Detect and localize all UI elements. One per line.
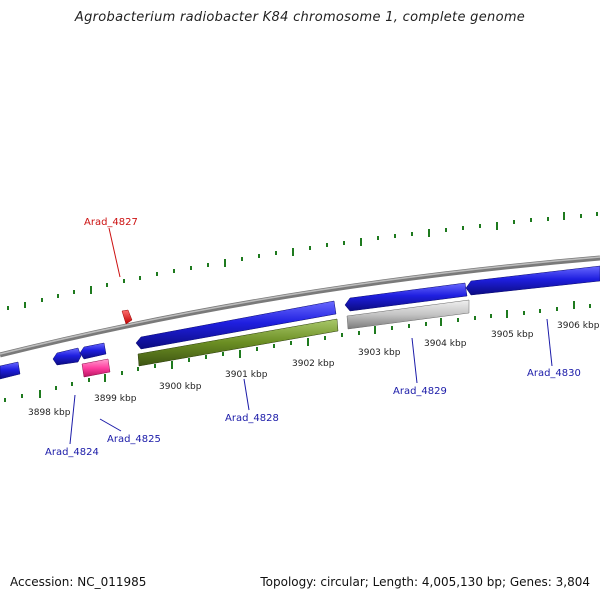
leader-arad-4829: [411, 337, 418, 384]
gene-label-arad-4825[interactable]: Arad_4825: [107, 434, 161, 445]
tick-label-3900: 3900 kbp: [159, 382, 202, 392]
tick-label-3902: 3902 kbp: [292, 359, 335, 369]
tick-labels: 3898 kbp 3899 kbp 3900 kbp 3901 kbp 3902…: [28, 321, 600, 418]
chromosome-backbone: [0, 255, 600, 358]
tick-label-3903: 3903 kbp: [358, 348, 401, 358]
tick-label-3904: 3904 kbp: [424, 339, 467, 349]
gene-label-arad-4824[interactable]: Arad_4824: [45, 447, 99, 458]
genome-summary: Topology: circular; Length: 4,005,130 bp…: [260, 575, 590, 589]
gene-labels: Arad_4827 Arad_4824 Arad_4825 Arad_4828 …: [45, 217, 581, 458]
gene-label-arad-4827[interactable]: Arad_4827: [84, 217, 138, 228]
upper-tick-track: [7, 212, 598, 310]
gene-label-arad-4828[interactable]: Arad_4828: [225, 413, 279, 424]
gene-blue-long[interactable]: [135, 300, 337, 350]
lower-tick-track: [4, 301, 591, 402]
gene-arad-4829[interactable]: [346, 299, 470, 330]
leader-arad-4825: [99, 418, 122, 432]
leader-arad-4830: [546, 318, 553, 367]
tick-label-3899: 3899 kbp: [94, 394, 137, 404]
gene-label-arad-4829[interactable]: Arad_4829: [393, 386, 447, 397]
tick-label-3906: 3906 kbp: [557, 321, 600, 331]
gene-arad-4827-marker[interactable]: [121, 309, 133, 325]
accession-label: Accession: NC_011985: [10, 575, 147, 589]
gene-blue-leftmost[interactable]: [0, 361, 21, 380]
leader-arad-4828: [243, 378, 250, 411]
leader-arad-4824: [69, 394, 76, 445]
gene-arad-4825[interactable]: [81, 358, 111, 378]
gene-arad-4830[interactable]: [465, 265, 600, 296]
tick-label-3905: 3905 kbp: [491, 330, 534, 340]
chromosome-backbone-highlight: [0, 256, 600, 355]
leader-arad-4827: [108, 227, 121, 278]
gene-label-arad-4830[interactable]: Arad_4830: [527, 368, 581, 379]
gene-arad-4828[interactable]: [137, 318, 339, 367]
tick-label-3898: 3898 kbp: [28, 408, 71, 418]
gene-label-leaders: [69, 227, 553, 445]
map-title: Agrobacterium radiobacter K84 chromosome…: [74, 10, 526, 25]
gene-arad-4824[interactable]: [52, 347, 82, 366]
tick-label-3901: 3901 kbp: [225, 370, 268, 380]
gene-blue-mid[interactable]: [344, 282, 468, 312]
gene-blue-small[interactable]: [79, 342, 107, 360]
